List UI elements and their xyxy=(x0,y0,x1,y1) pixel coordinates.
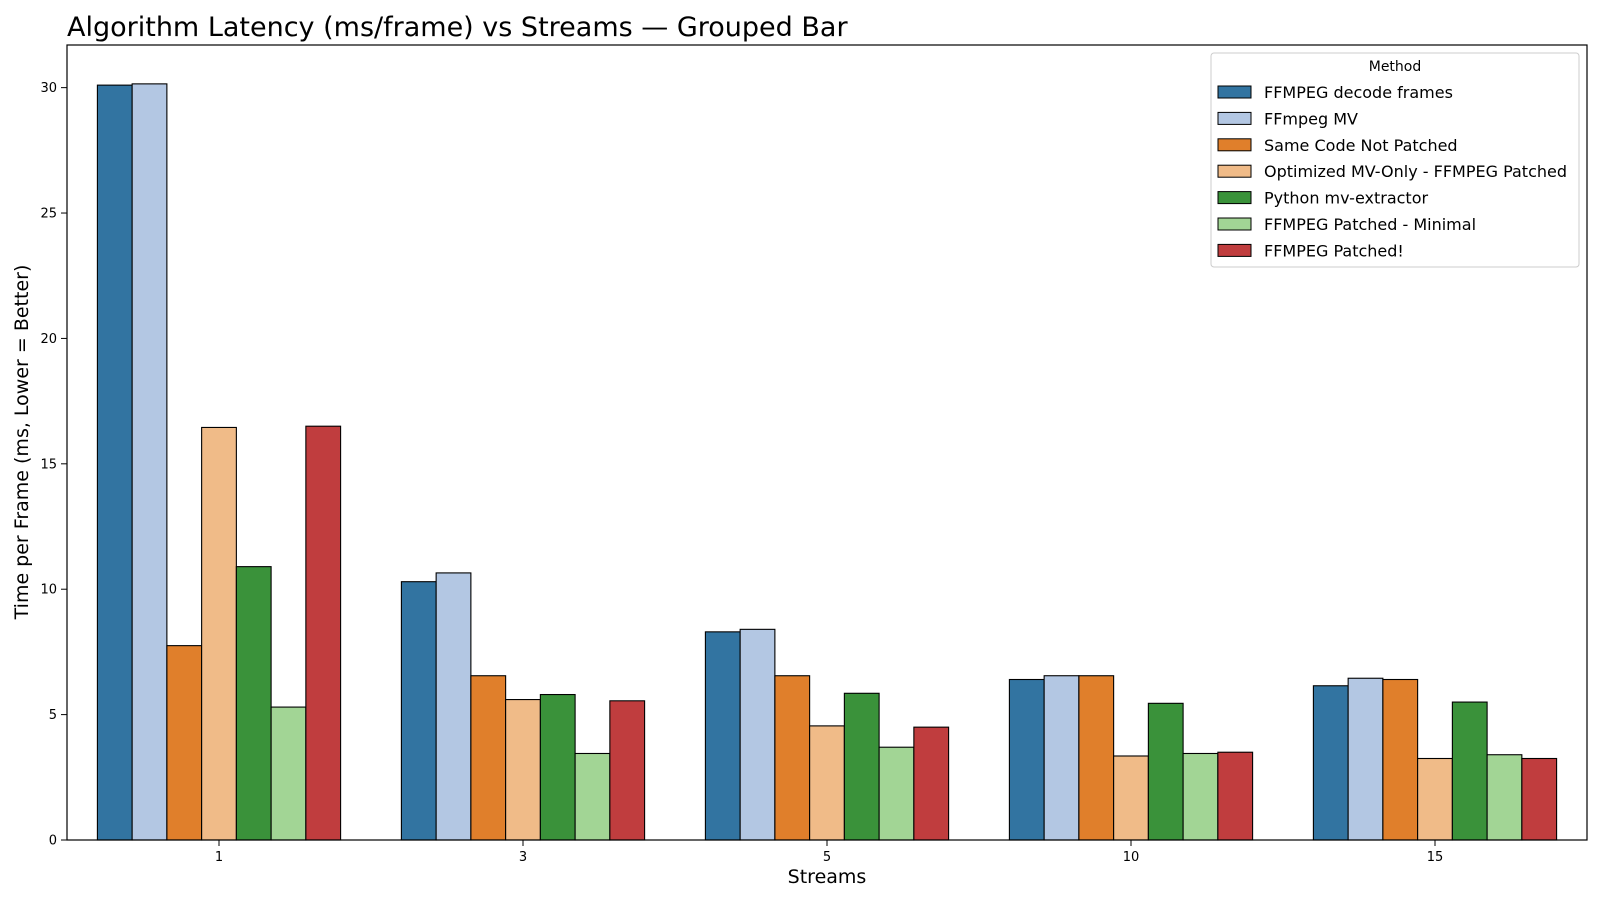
x-tick-label: 1 xyxy=(215,850,223,865)
legend-label-4: Python mv-extractor xyxy=(1264,189,1428,208)
legend-label-1: FFmpeg MV xyxy=(1264,109,1358,128)
bar-series-2-cat-5 xyxy=(774,675,811,841)
bar-series-1-cat-3 xyxy=(435,572,472,841)
bar-series-2-cat-10 xyxy=(1078,675,1115,841)
bar-series-4-cat-10 xyxy=(1147,702,1184,841)
bar-series-5-cat-3 xyxy=(574,752,611,841)
bar-series-3-cat-1 xyxy=(201,426,237,841)
bar-series-0-cat-3 xyxy=(400,581,437,841)
x-tick-label: 3 xyxy=(519,850,527,865)
y-tick-label: 20 xyxy=(40,332,57,347)
bar-series-4-cat-1 xyxy=(235,566,272,841)
bar-series-5-cat-10 xyxy=(1182,752,1219,841)
bar-series-6-cat-1 xyxy=(305,425,342,841)
bar-series-3-cat-3 xyxy=(505,699,541,841)
y-tick-label: 0 xyxy=(49,834,57,849)
bar-series-4-cat-15 xyxy=(1451,701,1488,841)
x-axis: 1 3 5 10 15 xyxy=(215,840,1443,865)
legend-box xyxy=(1210,52,1580,268)
x-tick-label: 5 xyxy=(823,850,831,865)
legend-label-5: FFMPEG Patched - Minimal xyxy=(1264,215,1476,234)
bar-series-1-cat-1 xyxy=(131,83,168,841)
x-tick-label: 15 xyxy=(1427,850,1444,865)
bar-series-1-cat-15 xyxy=(1347,677,1384,841)
y-tick-label: 10 xyxy=(40,583,57,598)
y-axis-label: Time per Frame (ms, Lower = Better) xyxy=(11,265,33,621)
legend-label-6: FFMPEG Patched! xyxy=(1264,241,1404,260)
bar-series-3-cat-10 xyxy=(1113,755,1149,841)
legend-label-2: Same Code Not Patched xyxy=(1264,136,1458,155)
bar-series-3-cat-15 xyxy=(1417,757,1453,841)
bar-series-6-cat-15 xyxy=(1521,757,1558,841)
legend-swatch-2 xyxy=(1217,138,1252,152)
bar-series-0-cat-1 xyxy=(96,84,133,841)
bar-series-5-cat-5 xyxy=(878,746,915,841)
bar-series-3-cat-5 xyxy=(809,725,845,841)
y-tick-label: 15 xyxy=(40,457,57,472)
bar-series-6-cat-10 xyxy=(1217,751,1254,841)
y-tick-label: 25 xyxy=(40,207,57,222)
y-tick-label: 5 xyxy=(49,708,57,723)
bar-series-2-cat-3 xyxy=(470,675,507,841)
bar-series-1-cat-10 xyxy=(1043,675,1080,841)
bar-series-1-cat-5 xyxy=(739,628,776,841)
y-tick-label: 30 xyxy=(40,81,57,96)
y-axis: 0 5 10 15 20 25 30 xyxy=(40,81,67,849)
legend: Method FFMPEG decode frames FFmpeg MV Same … xyxy=(1210,52,1580,268)
bar-series-6-cat-5 xyxy=(913,726,950,841)
bar-series-5-cat-1 xyxy=(270,706,307,841)
bar-series-0-cat-15 xyxy=(1312,685,1349,841)
legend-swatch-4 xyxy=(1217,191,1252,205)
legend-swatch-1 xyxy=(1217,111,1252,125)
legend-swatch-3 xyxy=(1217,164,1252,178)
legend-swatch-5 xyxy=(1217,217,1252,231)
x-tick-label: 10 xyxy=(1123,850,1140,865)
bar-series-0-cat-10 xyxy=(1008,678,1045,841)
bar-series-2-cat-1 xyxy=(166,645,203,841)
legend-title: Method xyxy=(1369,59,1422,75)
bar-series-6-cat-3 xyxy=(609,700,646,841)
chart-title: Algorithm Latency (ms/frame) vs Streams … xyxy=(67,12,848,43)
legend-label-3: Optimized MV-Only - FFMPEG Patched xyxy=(1264,162,1567,181)
bar-series-2-cat-15 xyxy=(1382,678,1419,841)
legend-swatch-6 xyxy=(1217,243,1252,257)
legend-swatch-0 xyxy=(1217,85,1252,99)
bar-series-4-cat-5 xyxy=(843,692,880,841)
legend-label-0: FFMPEG decode frames xyxy=(1264,83,1453,102)
bars-layer xyxy=(96,83,1558,841)
bar-series-4-cat-3 xyxy=(539,693,576,841)
x-axis-label: Streams xyxy=(788,866,867,888)
bar-series-0-cat-5 xyxy=(704,631,741,841)
bar-series-5-cat-15 xyxy=(1486,754,1523,841)
